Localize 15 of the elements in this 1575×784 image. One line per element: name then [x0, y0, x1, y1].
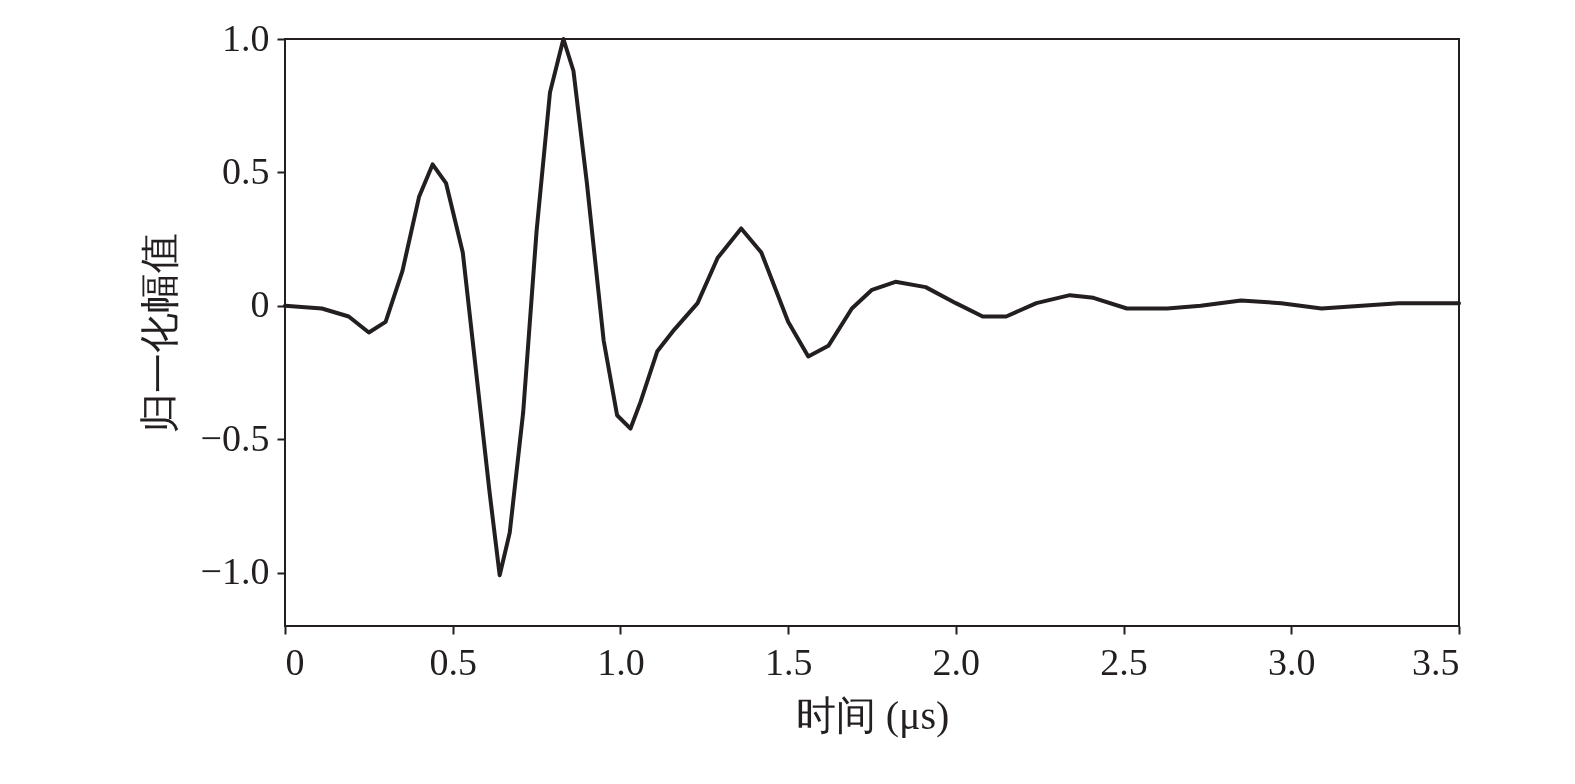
x-axis-title: 时间 (μs) — [795, 692, 950, 738]
x-tick-label: 2.5 — [1100, 640, 1148, 683]
y-axis-title: 归一化幅值 — [136, 233, 182, 433]
x-tick-label: 1.5 — [764, 640, 813, 683]
x-tick-label: 3.5 — [1412, 640, 1460, 683]
x-tick-label: 0 — [285, 640, 305, 683]
x-tick-label: 3.0 — [1268, 640, 1316, 683]
y-tick-label: 0.5 — [222, 149, 270, 192]
y-tick-label: −0.5 — [200, 416, 270, 459]
x-tick-label: 2.0 — [932, 640, 981, 683]
y-tick-label: 1.0 — [222, 16, 270, 59]
x-tick-label: 1.0 — [597, 640, 645, 683]
x-tick-label: 0.5 — [429, 640, 477, 683]
y-tick-label: −1.0 — [200, 550, 270, 593]
y-tick-label: 0 — [250, 283, 270, 326]
